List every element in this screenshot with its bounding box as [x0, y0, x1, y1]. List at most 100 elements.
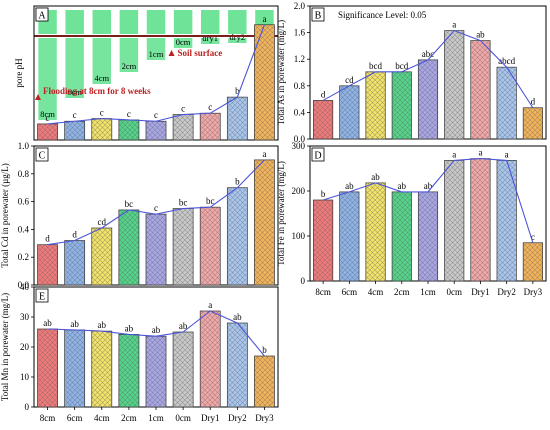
- x-tick-label: 0cm: [446, 287, 462, 297]
- significance-letter: b: [262, 345, 267, 355]
- bar-hatch: [365, 71, 386, 139]
- surface-marker-icon: [168, 50, 175, 56]
- trend-line: [47, 310, 265, 357]
- y-axis-label: Total Mn in porewater (mg/L): [0, 293, 10, 401]
- x-tick-label: Dry3: [524, 287, 543, 297]
- significance-letter: c: [531, 232, 535, 242]
- water-column-top: [65, 10, 84, 34]
- water-column-top: [200, 10, 220, 34]
- x-tick-label: 1cm: [420, 287, 436, 297]
- bar-hatch: [37, 244, 58, 285]
- x-tick-label: 4cm: [368, 287, 384, 297]
- y-tick-label: 0.8: [18, 169, 30, 179]
- bar-hatch: [470, 158, 491, 281]
- panel-label-box: [35, 147, 49, 162]
- y-tick-label: 0: [301, 276, 306, 286]
- x-tick-label: Dry1: [471, 287, 490, 297]
- water-column: [200, 38, 220, 44]
- bar-hatch: [470, 40, 491, 139]
- bar-hatch: [313, 200, 333, 281]
- water-column: [65, 38, 84, 98]
- y-tick-label: 100: [292, 231, 306, 241]
- bar-hatch: [254, 159, 275, 285]
- panel-a: Apore pH8cm6cm4cm2cm1cm0cmdry1dry2dry3So…: [14, 5, 279, 141]
- panel-d: D 0 100 200 300 Total Fe in porewater (mg/L) b…: [276, 141, 547, 297]
- bar-hatch: [145, 214, 167, 285]
- bar-hatch: [254, 356, 275, 407]
- significance-letter: a: [208, 300, 212, 310]
- bar-hatch: [418, 59, 438, 139]
- water-column: [228, 38, 247, 43]
- y-tick-label: 10: [20, 372, 30, 382]
- x-tick-label: 2cm: [394, 287, 410, 297]
- bar-hatch: [173, 332, 194, 407]
- significance-letter: d: [531, 97, 536, 107]
- y-tick-label: 1.0: [18, 141, 30, 151]
- y-tick-label: 0.2: [18, 252, 29, 262]
- significance-letter: cd: [98, 217, 107, 227]
- x-tick-label: Dry2: [228, 413, 247, 423]
- significance-letter: b: [235, 177, 240, 187]
- bar-hatch: [91, 331, 112, 407]
- depth-label: 6cm: [67, 87, 82, 97]
- significance-letter: c: [181, 104, 185, 114]
- bar-hatch: [37, 329, 58, 407]
- bar-hatch: [227, 323, 248, 407]
- x-tick-label: Dry1: [201, 413, 220, 423]
- bar-hatch: [145, 121, 167, 140]
- significance-letter: ab: [152, 325, 161, 335]
- significance-letter: abcd: [498, 56, 515, 66]
- panel-label-box: [35, 7, 49, 22]
- y-axis-label: Total Cd in porewater (µg/L): [0, 163, 10, 268]
- significance-letter: ab: [371, 172, 380, 182]
- bar-hatch: [91, 228, 112, 285]
- depth-label: dry1: [202, 33, 218, 43]
- bar-hatch: [444, 160, 464, 281]
- y-tick-label: 0.0: [294, 134, 306, 144]
- significance-letter: a: [262, 149, 266, 159]
- x-tick-label: 1cm: [148, 413, 164, 423]
- panel-label: C: [39, 151, 46, 162]
- bar-hatch: [64, 329, 85, 407]
- x-tick-label: Dry3: [255, 413, 274, 423]
- y-tick-label: 0.6: [18, 197, 30, 207]
- water-column-top: [228, 10, 247, 34]
- bar-hatch: [91, 118, 112, 140]
- significance-letter: ab: [345, 181, 354, 191]
- significance-letter: c: [127, 109, 131, 119]
- bar-hatch: [523, 242, 543, 281]
- panel-b: B 0.0 0.4 0.8 1.2 1.6 2.0 Total As in porewater…: [276, 1, 547, 144]
- significance-letter: c: [73, 110, 77, 120]
- bar-hatch: [173, 114, 194, 140]
- y-tick-label: 200: [292, 186, 306, 196]
- bar-hatch: [339, 85, 360, 139]
- significance-letter: bcd: [395, 61, 408, 71]
- bar-hatch: [227, 187, 248, 285]
- panel-label-box: [311, 7, 325, 22]
- x-tick-label: 2cm: [121, 413, 137, 423]
- trend-line: [47, 159, 265, 246]
- bar-hatch: [37, 123, 58, 140]
- depth-label: 4cm: [94, 73, 109, 83]
- bar-hatch: [523, 107, 543, 139]
- x-tick-label: Dry2: [497, 287, 516, 297]
- water-column-top: [146, 10, 166, 34]
- water-column: [92, 38, 112, 84]
- panel-label: E: [39, 292, 45, 303]
- bar-hatch: [313, 100, 333, 139]
- y-tick-label: 1.2: [294, 54, 305, 64]
- y-tick-label: 30: [20, 312, 30, 322]
- significance-letter: ab: [233, 312, 242, 322]
- y-tick-label: 40: [20, 282, 30, 292]
- x-tick-label: 8cm: [315, 287, 331, 297]
- significance-letter: c: [154, 110, 158, 120]
- panel-label: D: [314, 151, 321, 162]
- water-column-top: [173, 10, 193, 34]
- significance-letter: d: [321, 89, 326, 99]
- water-column: [38, 38, 57, 120]
- significance-letter: ab: [424, 181, 433, 191]
- significance-letter: bcd: [369, 61, 382, 71]
- y-tick-label: 0: [25, 402, 30, 412]
